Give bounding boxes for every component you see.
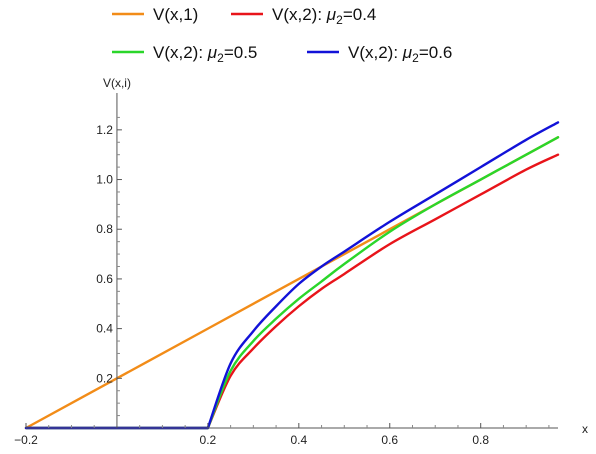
y-tick-label: 0.2 bbox=[96, 371, 113, 385]
legend-label: V(x,2): μ2=0.6 bbox=[348, 43, 452, 65]
x-tick-label: 0.6 bbox=[381, 433, 398, 447]
series-line-2 bbox=[24, 153, 560, 430]
y-axis-ticks: 0.2 0.4 0.6 0.8 1.0 1.2 bbox=[96, 116, 122, 417]
y-axis-label: V(x,i) bbox=[103, 76, 131, 90]
y-tick-label: 0.8 bbox=[96, 222, 113, 236]
legend-entry-3: V(x,2): μ2=0.5 bbox=[112, 43, 257, 65]
legend: V(x,1) V(x,2): μ2=0.4 V(x,2): μ2=0.5 V(x,2)… bbox=[112, 5, 452, 65]
y-tick-label: 0.6 bbox=[96, 272, 113, 286]
x-tick-label: 0.8 bbox=[472, 433, 489, 447]
series-line-4 bbox=[24, 121, 560, 430]
x-axis-ticks: −0.2 0.2 0.4 0.6 0.8 bbox=[14, 423, 550, 447]
x-tick-label: 0.4 bbox=[290, 433, 307, 447]
legend-entry-2: V(x,2): μ2=0.4 bbox=[231, 5, 376, 27]
y-tick-label: 0.4 bbox=[96, 322, 113, 336]
series-line-3 bbox=[24, 136, 560, 430]
x-axis-label: x bbox=[582, 422, 588, 436]
legend-label: V(x,2): μ2=0.4 bbox=[272, 5, 376, 27]
legend-entry-1: V(x,1) bbox=[112, 5, 198, 24]
x-tick-label: −0.2 bbox=[14, 433, 38, 447]
axes: −0.2 0.2 0.4 0.6 0.8 0.2 0.4 0.6 0.8 1.0 1.2 x V(… bbox=[14, 76, 588, 447]
y-tick-label: 1.2 bbox=[96, 123, 113, 137]
legend-label: V(x,2): μ2=0.5 bbox=[153, 43, 257, 65]
y-tick-label: 1.0 bbox=[96, 173, 113, 187]
legend-entry-4: V(x,2): μ2=0.6 bbox=[307, 43, 452, 65]
x-tick-label: 0.2 bbox=[200, 433, 217, 447]
legend-label: V(x,1) bbox=[153, 5, 198, 24]
